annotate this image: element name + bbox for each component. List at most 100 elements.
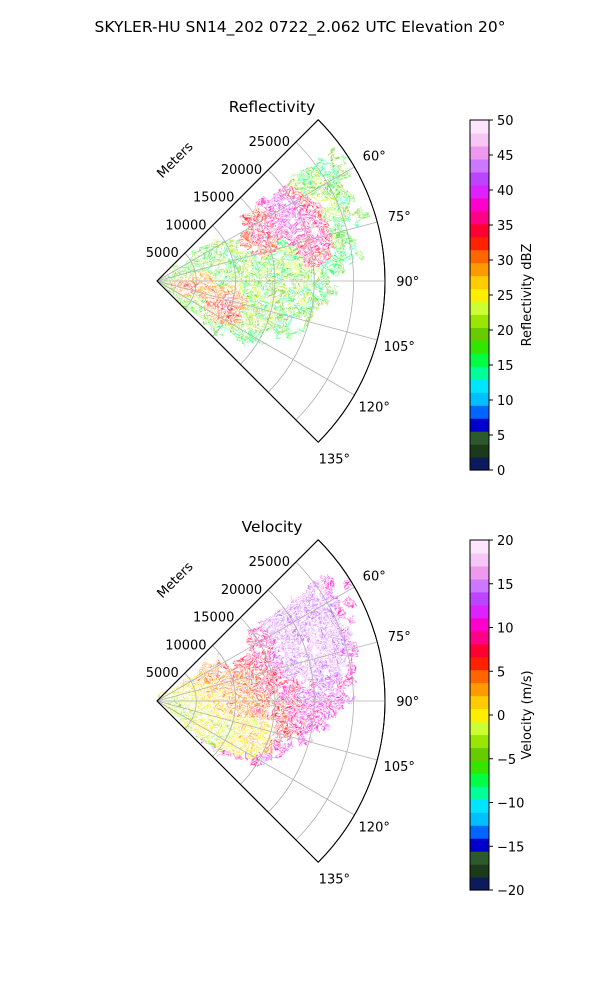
- colorbar-tick-label: 25: [497, 289, 514, 304]
- colorbar-swatch: [470, 171, 489, 186]
- azimuth-gridline: [156, 280, 378, 341]
- azimuth-tick-label: 75°: [388, 210, 411, 225]
- colorbar-swatch: [470, 236, 489, 251]
- azimuth-tick-label: 90°: [396, 695, 419, 710]
- azimuth-gridline: [156, 641, 378, 702]
- azimuth-gridline: [156, 700, 378, 761]
- colorbar-swatch: [470, 262, 489, 277]
- colorbar-swatch: [470, 786, 489, 800]
- azimuth-tick-label: 60°: [363, 570, 386, 585]
- colorbar-swatch: [470, 877, 489, 891]
- colorbar-swatch: [470, 379, 489, 393]
- range-tick-label: 20000: [221, 163, 262, 178]
- azimuth-tick-label: 60°: [363, 150, 386, 165]
- colorbar-swatch: [470, 210, 489, 225]
- colorbar-tick-label: 5: [497, 665, 505, 680]
- range-tick-label: 15000: [193, 191, 234, 206]
- colorbar-swatch: [470, 145, 489, 160]
- azimuth-tick-label: 105°: [384, 340, 415, 355]
- colorbar-swatch: [470, 405, 489, 419]
- range-tick-label: 5000: [146, 246, 179, 261]
- colorbar-swatch: [470, 366, 489, 380]
- colorbar-tick-label: 20: [497, 324, 514, 339]
- colorbar-swatch: [470, 643, 489, 658]
- colorbar-swatch: [470, 158, 489, 173]
- colorbar-tick-label: 5: [497, 429, 505, 444]
- colorbar-swatch: [470, 301, 489, 316]
- colorbar-swatch: [470, 838, 489, 852]
- colorbar-tick-label: 10: [497, 622, 514, 637]
- azimuth-tick-label: 120°: [359, 820, 390, 835]
- colorbar-swatch: [470, 197, 489, 212]
- colorbar-swatch: [470, 578, 489, 593]
- azimuth-tick-label: 90°: [396, 275, 419, 290]
- colorbar-swatch: [470, 540, 489, 554]
- colorbar-tick-label: 10: [497, 394, 514, 409]
- colorbar-tick-label: 15: [497, 578, 514, 593]
- colorbar-swatch: [470, 353, 489, 367]
- velocity-panel: Velocity 5000 10000 15000 20000 25000 60° 75° 9…: [146, 518, 420, 887]
- colorbar-swatch: [470, 288, 489, 303]
- azimuth-tick-label: 135°: [319, 872, 350, 887]
- colorbar-swatch: [470, 656, 489, 671]
- colorbar-swatch: [470, 275, 489, 290]
- reflectivity-colorbar: 0 5 10 15 20 25 30 35 40 45 50 Reflectivity dBZ: [469, 114, 535, 479]
- azimuth-tick-label: 105°: [384, 760, 415, 775]
- colorbar-swatch: [470, 444, 489, 458]
- colorbar-swatch: [470, 721, 489, 736]
- velocity-title: Velocity: [242, 518, 303, 536]
- colorbar-label: Velocity (m/s): [520, 670, 535, 759]
- range-axis-label: Meters: [155, 559, 197, 601]
- colorbar-tick-label: 50: [497, 114, 514, 129]
- colorbar-swatch: [470, 340, 489, 354]
- colorbar-swatch: [470, 669, 489, 684]
- range-tick-label: 15000: [193, 611, 234, 626]
- azimuth-gridline: [156, 221, 378, 282]
- colorbar-swatch: [470, 760, 489, 774]
- colorbar-swatch: [470, 314, 489, 329]
- colorbar-tick-label: 0: [497, 464, 505, 479]
- range-tick-label: 10000: [165, 218, 206, 233]
- reflectivity-panel: Reflectivity 5000 10000 15000 20000 25000 60°…: [146, 98, 420, 467]
- colorbar-swatch: [470, 431, 489, 445]
- colorbar-tick-label: 15: [497, 359, 514, 374]
- colorbar-swatch: [470, 418, 489, 432]
- reflectivity-grid: 5000 10000 15000 20000 25000 60° 75° 90° 105° 120…: [146, 119, 419, 467]
- colorbar-swatch: [470, 327, 489, 341]
- colorbar-swatch: [470, 812, 489, 826]
- colorbar-swatch: [470, 223, 489, 238]
- colorbar-swatch: [470, 708, 489, 723]
- colorbar-swatch: [470, 457, 489, 471]
- colorbar-tick-label: −15: [497, 840, 524, 855]
- azimuth-gridline: [156, 586, 355, 702]
- colorbar-swatch: [470, 864, 489, 878]
- azimuth-gridline: [156, 700, 355, 816]
- colorbar-swatch: [470, 747, 489, 761]
- echo-field: [160, 572, 360, 768]
- colorbar-swatch: [470, 132, 489, 147]
- azimuth-tick-label: 75°: [388, 630, 411, 645]
- colorbar-swatch: [470, 184, 489, 199]
- reflectivity-title: Reflectivity: [229, 98, 316, 116]
- colorbar-tick-label: −20: [497, 884, 524, 899]
- colorbar-swatch: [470, 773, 489, 787]
- azimuth-gridline: [156, 166, 355, 282]
- azimuth-tick-label: 135°: [319, 452, 350, 467]
- colorbar-tick-label: 40: [497, 184, 514, 199]
- colorbar-swatch: [470, 604, 489, 619]
- colorbar-swatch: [470, 799, 489, 813]
- colorbar-tick-label: 0: [497, 709, 505, 724]
- range-tick-label: 20000: [221, 583, 262, 598]
- colorbar-swatch: [470, 565, 489, 580]
- azimuth-tick-label: 120°: [359, 400, 390, 415]
- colorbar-tick-label: 30: [497, 254, 514, 269]
- reflectivity-field: [159, 149, 367, 347]
- colorbar-swatch: [470, 851, 489, 865]
- range-tick-label: 25000: [249, 555, 290, 570]
- colorbar-tick-label: −10: [497, 797, 524, 812]
- colorbar-swatch: [470, 825, 489, 839]
- colorbar-tick-label: 20: [497, 534, 514, 549]
- colorbar-swatch: [470, 617, 489, 632]
- colorbar-swatch: [470, 734, 489, 749]
